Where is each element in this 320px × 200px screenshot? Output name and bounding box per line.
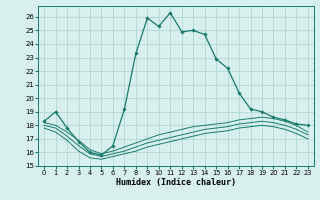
X-axis label: Humidex (Indice chaleur): Humidex (Indice chaleur) xyxy=(116,178,236,187)
